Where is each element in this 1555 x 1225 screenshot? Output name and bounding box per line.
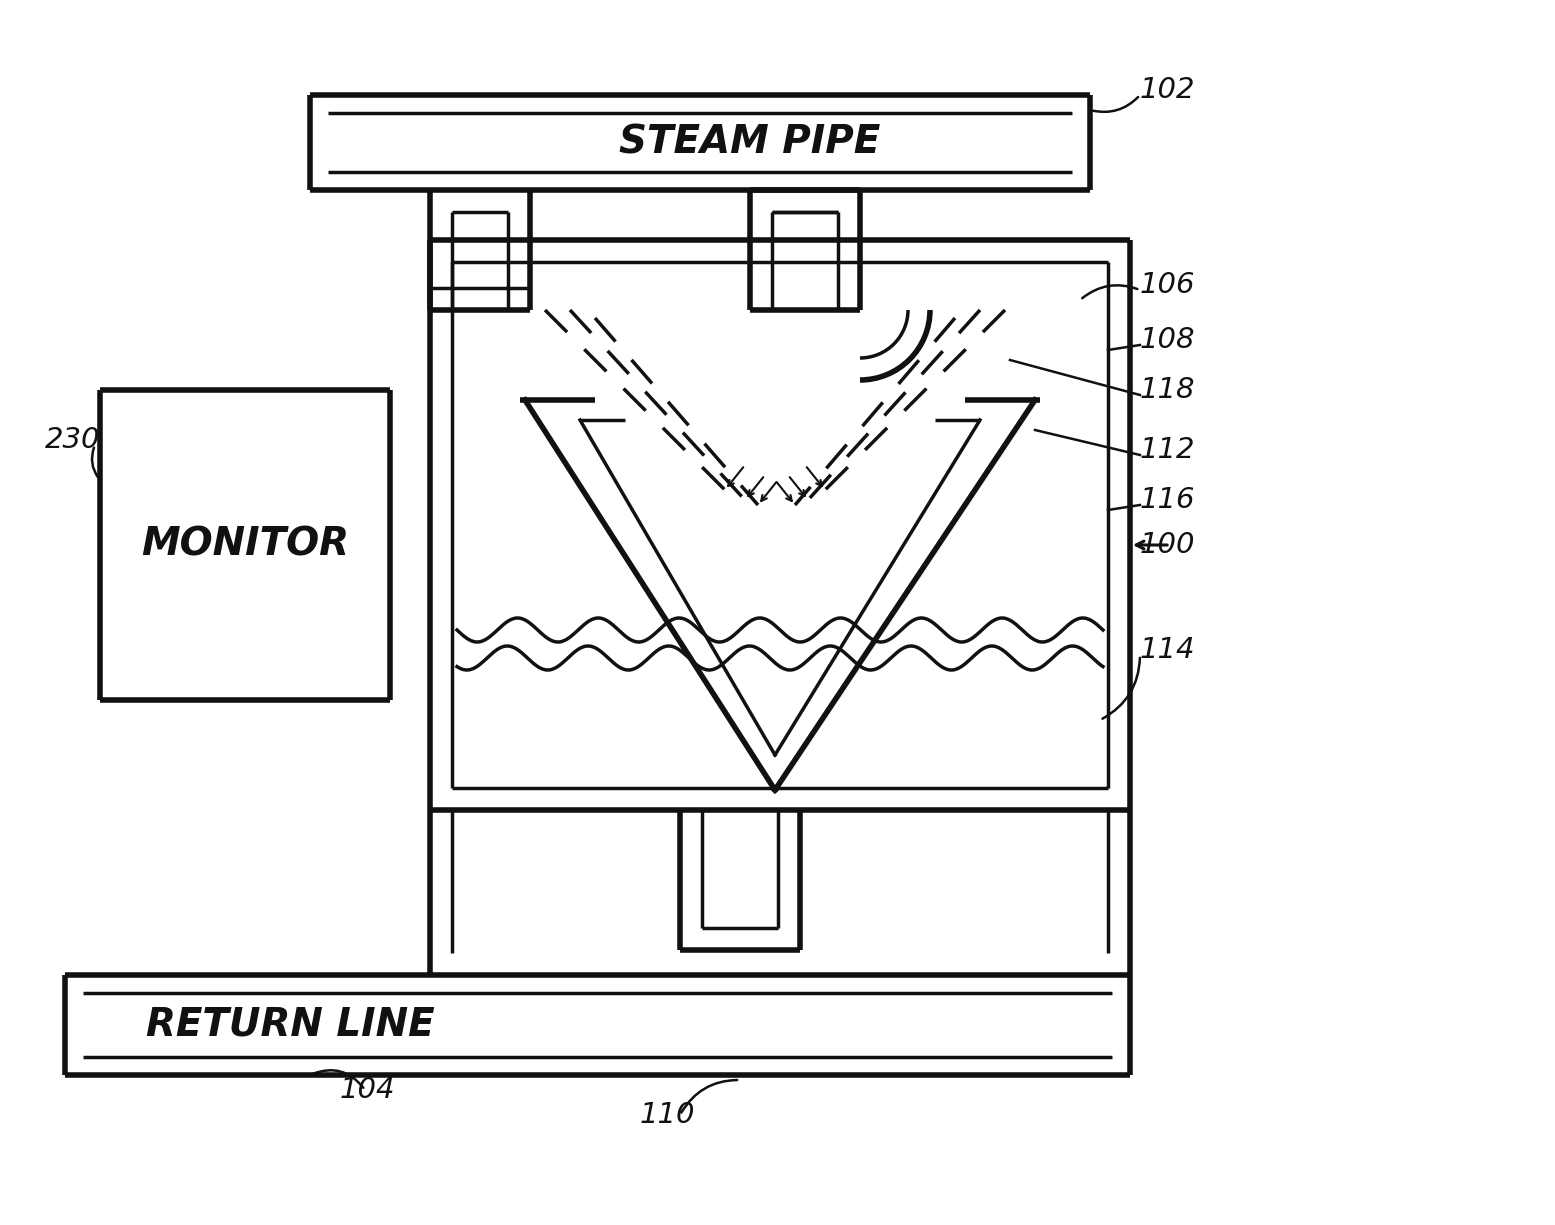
Text: 116: 116 [1140, 486, 1196, 514]
Text: 100: 100 [1140, 530, 1196, 559]
Text: 110: 110 [641, 1101, 695, 1129]
Text: 112: 112 [1140, 436, 1196, 464]
Text: MONITOR: MONITOR [142, 526, 348, 564]
Text: 108: 108 [1140, 326, 1196, 354]
Text: RETURN LINE: RETURN LINE [146, 1006, 434, 1044]
Text: 118: 118 [1140, 376, 1196, 404]
Text: 106: 106 [1140, 271, 1196, 299]
Text: STEAM PIPE: STEAM PIPE [619, 124, 880, 162]
Text: 230: 230 [45, 426, 101, 454]
Text: 114: 114 [1140, 636, 1196, 664]
Text: 104: 104 [341, 1076, 395, 1104]
Text: 102: 102 [1140, 76, 1196, 104]
